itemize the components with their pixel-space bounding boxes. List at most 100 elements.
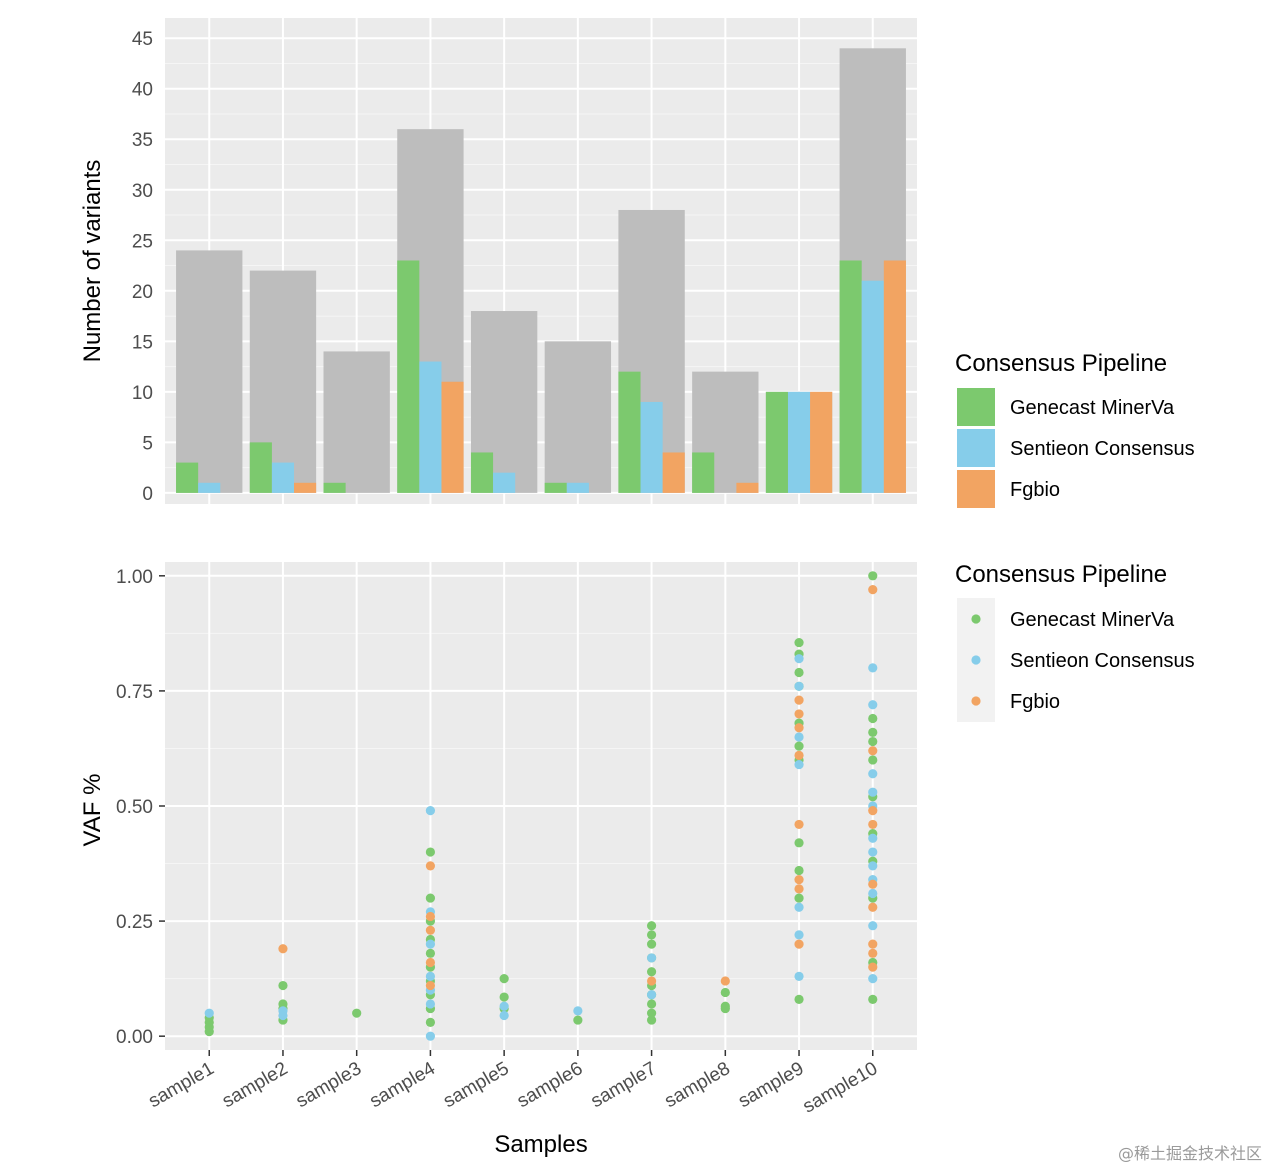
point-genecast-minerva-sample9: [794, 667, 804, 678]
bar-genecast-minerva-sample7: [618, 371, 641, 493]
scatter-chart-y-ticks: 0.00 0.25 0.50 0.75 1.00: [116, 567, 165, 1048]
scatter-chart-y-tick-label: 0.25: [116, 912, 153, 933]
bar-legend-label-sentieon-consensus: Sentieon Consensus: [1010, 438, 1195, 460]
point-sentieon-consensus-sample10: [868, 861, 878, 871]
bar-chart-y-tick-label: 25: [132, 231, 153, 252]
scatter-chart-y-tick-label: 0.00: [116, 1027, 153, 1048]
bar-fgbio-sample4: [441, 381, 464, 493]
scatter-chart-x-tick-label-sample9: sample9: [735, 1058, 808, 1112]
bar-chart-y-tick-label: 15: [132, 332, 153, 353]
point-fgbio-sample10: [868, 939, 878, 949]
point-sentieon-consensus-sample10: [868, 769, 878, 779]
point-genecast-minerva-sample2: [278, 999, 288, 1009]
scatter-chart-y-tick-label: 1.00: [116, 567, 153, 588]
bar-genecast-minerva-sample1: [176, 462, 199, 493]
point-genecast-minerva-sample5: [499, 992, 509, 1002]
bar-chart-y-tick-label: 10: [132, 383, 153, 404]
point-genecast-minerva-sample10: [868, 713, 878, 724]
scatter-legend-key-sentieon-consensus: [971, 655, 981, 665]
scatter-chart-y-tick-label: 0.50: [116, 797, 153, 818]
bar-chart-legend-title: Consensus Pipeline: [955, 350, 1167, 377]
point-genecast-minerva-sample7: [646, 939, 657, 949]
bar-genecast-minerva-sample5: [470, 452, 494, 493]
point-genecast-minerva-sample8: [720, 1001, 730, 1011]
point-fgbio-sample9: [794, 750, 804, 760]
point-fgbio-sample9: [794, 875, 804, 885]
point-sentieon-consensus-sample9: [794, 759, 804, 770]
bar-genecast-minerva-sample4: [397, 260, 420, 493]
point-genecast-minerva-sample4: [425, 948, 436, 958]
point-sentieon-consensus-sample10: [868, 700, 878, 710]
point-fgbio-sample4: [425, 925, 436, 935]
point-genecast-minerva-sample8: [720, 987, 730, 998]
bar-chart-y-tick-label: 0: [142, 484, 153, 505]
bar-sentieon-consensus-sample6: [566, 482, 589, 493]
point-fgbio-sample7: [646, 976, 657, 986]
point-fgbio-sample10: [868, 806, 878, 816]
total-bar-sample3: [323, 351, 390, 493]
bar-chart-y-axis-title: Number of variants: [79, 160, 106, 363]
point-fgbio-sample10: [868, 962, 878, 972]
scatter-chart-x-tick-label-sample5: sample5: [440, 1058, 513, 1112]
point-fgbio-sample9: [794, 939, 804, 949]
point-fgbio-sample4: [425, 957, 436, 968]
point-sentieon-consensus-sample9: [794, 902, 804, 912]
scatter-chart-x-axis-title: Samples: [494, 1131, 587, 1158]
point-sentieon-consensus-sample5: [499, 1001, 509, 1011]
bar-chart-y-tick-label: 5: [142, 433, 153, 454]
scatter-chart-x-tick-label-sample2: sample2: [219, 1058, 292, 1112]
bar-sentieon-consensus-sample10: [861, 280, 884, 493]
point-sentieon-consensus-sample7: [646, 990, 657, 1000]
point-genecast-minerva-sample4: [425, 847, 436, 857]
point-fgbio-sample10: [868, 819, 878, 830]
scatter-chart-x-tick-label-sample8: sample8: [661, 1058, 734, 1112]
point-sentieon-consensus-sample10: [868, 833, 878, 843]
scatter-chart-y-axis-title: VAF %: [79, 774, 106, 847]
point-sentieon-consensus-sample10: [868, 847, 878, 857]
point-genecast-minerva-sample9: [794, 741, 804, 751]
bar-chart-series-bars: [176, 260, 906, 493]
scatter-chart-gridlines: [165, 562, 917, 1050]
point-genecast-minerva-sample10: [868, 755, 878, 765]
bar-genecast-minerva-sample8: [692, 452, 715, 493]
point-fgbio-sample2: [278, 944, 288, 954]
scatter-chart-x-tick-label-sample4: sample4: [366, 1058, 439, 1112]
point-fgbio-sample10: [868, 585, 878, 595]
scatter-chart-x-tick-label-sample10: sample10: [799, 1058, 881, 1117]
scatter-chart-x-tick-label-sample1: sample1: [145, 1058, 218, 1112]
point-fgbio-sample9: [794, 695, 804, 705]
point-genecast-minerva-sample9: [794, 994, 804, 1004]
point-genecast-minerva-sample9: [794, 893, 804, 903]
bar-sentieon-consensus-sample9: [787, 391, 811, 493]
bar-fgbio-sample10: [883, 260, 906, 493]
scatter-chart-x-ticks: sample1 sample2 sample3 sample4 sample5 sampl…: [145, 1050, 881, 1118]
point-sentieon-consensus-sample10: [868, 663, 878, 673]
point-fgbio-sample9: [794, 709, 804, 719]
scatter-chart-panel: 0.000.250.500.751.00 sample1 sample2 sampl…: [79, 562, 917, 1158]
point-sentieon-consensus-sample2: [278, 1006, 288, 1016]
point-sentieon-consensus-sample4: [425, 939, 436, 949]
point-genecast-minerva-sample7: [646, 967, 657, 977]
bar-sentieon-consensus-sample4: [419, 361, 442, 493]
point-fgbio-sample10: [868, 902, 878, 912]
scatter-chart-legend-title: Consensus Pipeline: [955, 561, 1167, 588]
point-genecast-minerva-sample10: [868, 736, 878, 747]
bar-genecast-minerva-sample3: [323, 482, 346, 493]
bar-chart-y-tick-label: 20: [132, 282, 153, 303]
bar-chart-y-tick-label: 45: [132, 29, 153, 50]
point-fgbio-sample10: [868, 746, 878, 756]
point-genecast-minerva-sample5: [499, 974, 509, 984]
point-genecast-minerva-sample6: [573, 1015, 583, 1025]
point-genecast-minerva-sample7: [646, 999, 657, 1009]
point-genecast-minerva-sample7: [646, 1015, 657, 1025]
point-sentieon-consensus-sample10: [868, 787, 878, 797]
point-sentieon-consensus-sample9: [794, 971, 804, 981]
bar-legend-label-fgbio: Fgbio: [1010, 479, 1060, 501]
scatter-legend-label-sentieon-consensus: Sentieon Consensus: [1010, 650, 1195, 672]
bar-legend-key-fgbio: [957, 470, 995, 508]
point-genecast-minerva-sample2: [278, 980, 288, 991]
scatter-chart-y-tick-label: 0.75: [116, 682, 153, 703]
point-fgbio-sample10: [868, 879, 878, 889]
bar-sentieon-consensus-sample5: [493, 472, 516, 493]
